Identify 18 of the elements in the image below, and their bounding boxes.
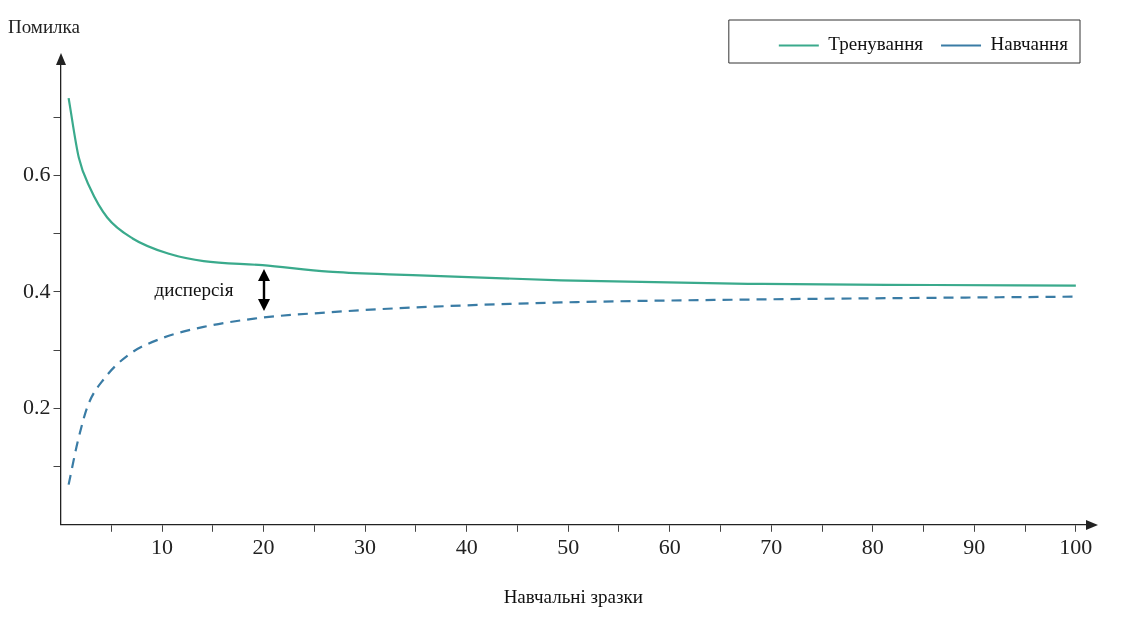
x-tick-label: 40	[455, 533, 478, 559]
y-tick-label: 0.2	[23, 394, 51, 420]
y-tick-label: 0.6	[23, 161, 51, 187]
annotation: дисперсія	[154, 279, 234, 302]
x-tick-label: 10	[151, 533, 174, 559]
x-tick-label: 50	[557, 533, 580, 559]
legend-label: Тренування	[828, 33, 924, 55]
x-tick-label: 100	[1059, 533, 1093, 559]
x-tick-label: 30	[354, 533, 377, 559]
y-tick-label: 0.4	[23, 277, 51, 303]
y-axis-title: Помилка	[8, 15, 81, 37]
x-tick-label: 80	[861, 533, 884, 559]
x-tick-label: 70	[760, 533, 783, 559]
x-tick-label: 60	[658, 533, 681, 559]
legend-label: Навчання	[990, 33, 1069, 55]
x-axis-title: Навчальні зразки	[503, 585, 643, 607]
x-tick-label: 20	[252, 533, 275, 559]
x-tick-label: 90	[963, 533, 986, 559]
